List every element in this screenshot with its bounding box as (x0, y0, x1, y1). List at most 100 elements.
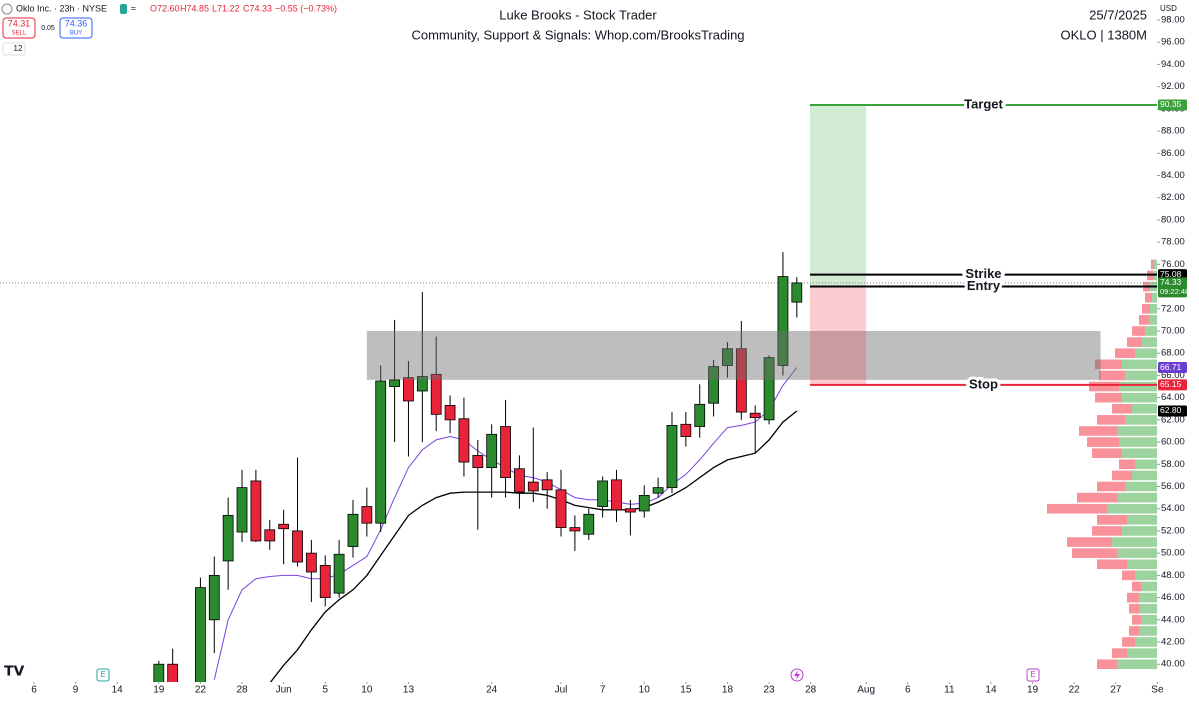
buy-label: BUY (70, 31, 82, 37)
x-tick-label: Se (1151, 685, 1164, 696)
date: 25/7/2025 (1089, 7, 1147, 22)
loss-zone (809, 286, 867, 385)
candle-body (514, 468, 525, 493)
candle-body (791, 282, 803, 303)
profile-buy (1127, 559, 1157, 570)
candle-body (722, 348, 733, 366)
profile-sell (1092, 526, 1122, 536)
profile-buy (1135, 348, 1157, 359)
profile-sell (1095, 392, 1122, 403)
profile-buy (1127, 515, 1157, 525)
candle-body (236, 487, 248, 533)
profile-sell (1047, 503, 1107, 514)
x-tick-label: 14 (985, 685, 997, 696)
candle-body (735, 348, 747, 413)
y-tick-label: 92.00 (1161, 81, 1185, 92)
candle-body (222, 514, 234, 562)
y-tick-label: 76.00 (1161, 259, 1185, 270)
profile-buy (1139, 603, 1157, 614)
profile-buy (1154, 259, 1157, 270)
y-tick-label: 46.00 (1161, 592, 1185, 603)
event-icon[interactable] (1026, 668, 1040, 682)
level-tag (1158, 379, 1187, 391)
profile-sell (1119, 459, 1135, 470)
profile-buy (1127, 648, 1157, 658)
profile-buy (1150, 303, 1157, 314)
candle-body (167, 663, 179, 682)
y-tick-label: 54.00 (1161, 503, 1185, 514)
candle-body (319, 564, 331, 598)
sell-button[interactable] (2, 17, 36, 39)
current-price-label: 74.33 (1160, 277, 1182, 287)
candle-body (292, 530, 303, 563)
ma-tag (1158, 405, 1187, 417)
profile-buy (1141, 614, 1157, 625)
price-tags: 90.3575.0874.0165.1574.3309:22:4866.7162… (1158, 99, 1189, 417)
event-marker: E (100, 670, 105, 679)
profile-sell (1097, 659, 1117, 670)
y-tick-label: 50.00 (1161, 548, 1185, 559)
candle-body (694, 403, 706, 427)
ohlc: O72.60 (150, 3, 180, 13)
profile-sell (1097, 481, 1125, 492)
profile-buy (1125, 481, 1157, 492)
candle-body (444, 405, 456, 421)
profile-sell (1079, 426, 1117, 436)
x-tick-label: 13 (403, 685, 415, 696)
y-tick-label: 70.00 (1161, 326, 1185, 337)
candle-body (333, 553, 345, 594)
candle-body (611, 479, 622, 511)
y-tick-label: 64.00 (1161, 392, 1185, 403)
candle-body (777, 276, 789, 366)
candle-body (361, 506, 373, 524)
x-tick-label: 24 (486, 685, 498, 696)
y-tick-label: 44.00 (1161, 614, 1185, 625)
symbol-info: OKLO | 1380M (1061, 27, 1147, 42)
candle-body (347, 513, 359, 547)
profile-sell (1112, 470, 1132, 481)
candle-body (195, 587, 206, 682)
badge-box[interactable] (2, 42, 26, 56)
ohlc: H74.85 (180, 3, 209, 13)
currency: USD (1160, 4, 1177, 13)
status-icon: ≈ (131, 3, 136, 13)
y-tick-label: 42.00 (1161, 637, 1185, 648)
plot-area (0, 103, 1157, 682)
event-icon[interactable] (96, 668, 110, 682)
zone (366, 331, 1101, 380)
profile-sell (1129, 603, 1139, 614)
x-tick-label: 22 (1069, 685, 1081, 696)
x-tick-label: 19 (153, 685, 165, 696)
buy-price: 74.36 (65, 18, 88, 28)
ohlc-change: −0.55 (−0.73%) (275, 3, 337, 13)
profile-sell (1132, 326, 1145, 336)
x-tick-label: 5 (322, 685, 328, 696)
candle-body (500, 426, 511, 479)
candle-body (375, 380, 387, 524)
level-tag-label: 75.08 (1160, 269, 1182, 279)
x-tick-label: 27 (1110, 685, 1122, 696)
candle-body (264, 529, 276, 542)
countdown: 09:22:48 (1160, 287, 1189, 296)
profile-buy (1117, 426, 1157, 436)
spread: 0.05 (41, 25, 55, 32)
profile-sell (1115, 348, 1135, 359)
symbol-logo (1, 3, 13, 15)
x-tick-label: 10 (639, 685, 651, 696)
time-axis: 6 9 14 19 22 28 Jun 5 10 13 24 Jul 7 10 15 18 23 28 Aug 6 11… (31, 682, 1164, 696)
level-tag-label: 90.35 (1160, 99, 1182, 109)
candle-body (597, 480, 609, 507)
buy-button[interactable] (59, 17, 93, 39)
profile-sell (1112, 648, 1127, 658)
candle-body (708, 366, 719, 404)
x-tick-label: 19 (1027, 685, 1039, 696)
sell-price: 74.31 (8, 18, 31, 28)
profile-sell (1122, 570, 1135, 581)
level-tag-label: 65.15 (1160, 379, 1182, 389)
level-tag (1158, 269, 1187, 281)
profile-sell (1127, 337, 1142, 347)
candle-body (680, 423, 692, 437)
profile-sell (1077, 492, 1117, 503)
profile-buy (1135, 570, 1157, 581)
